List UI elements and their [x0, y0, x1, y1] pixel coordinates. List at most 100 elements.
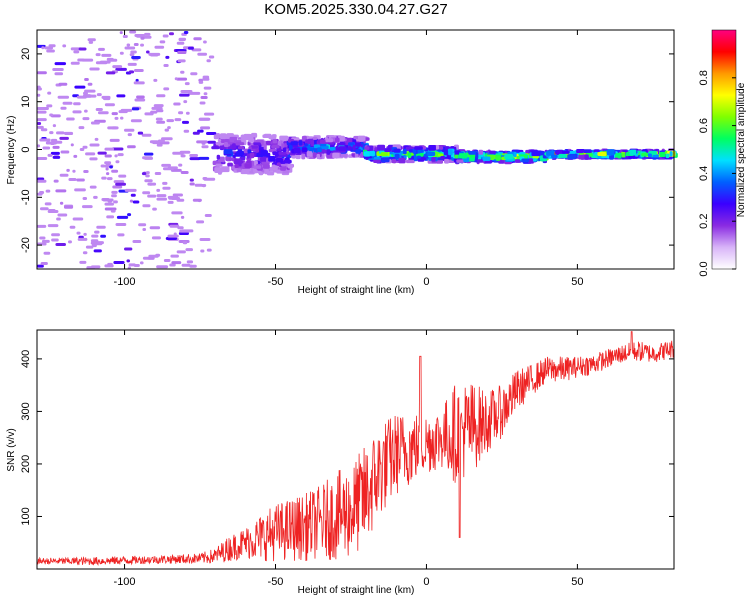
spectrogram-cells — [37, 30, 678, 270]
spectrogram-cell — [76, 231, 81, 235]
spectrogram-cell — [50, 138, 58, 142]
spectrogram-cell — [128, 263, 136, 267]
spectrogram-cell — [109, 138, 120, 142]
spectrogram-cell — [119, 51, 124, 55]
colorbar: 0.0 0.2 0.4 0.6 0.8 Normalized spectral ampl… — [698, 29, 747, 277]
spectrogram-cell — [247, 149, 252, 154]
spectrogram-cell — [49, 113, 54, 117]
spectrogram-cell — [77, 58, 85, 62]
spectrogram-cell — [576, 149, 584, 154]
spectrogram-cell — [37, 107, 49, 111]
spectrogram-cell — [126, 145, 136, 149]
spectrogram-cell — [295, 154, 301, 160]
spectrogram-cell — [435, 144, 440, 150]
spectrogram-cell — [277, 140, 282, 147]
spectrogram-cell — [145, 50, 150, 54]
spectrogram-cell — [82, 117, 90, 121]
spectrogram-cell — [193, 37, 202, 41]
spectrogram-cell — [107, 262, 113, 266]
spectrogram-cell — [37, 118, 47, 122]
spectrogram-cell — [37, 224, 47, 228]
spectrogram-cell — [398, 157, 406, 164]
spectrogram-cell — [482, 156, 491, 161]
spectrogram-cell — [90, 239, 99, 243]
snr-series-line — [36, 331, 675, 567]
spectrogram-cell — [250, 145, 259, 149]
spectrogram-cell — [37, 71, 47, 75]
spectrogram-cell — [344, 137, 353, 144]
spectrogram-cell — [141, 172, 147, 176]
spectrogram-cell — [85, 245, 94, 249]
spectrogram-cell — [156, 109, 164, 113]
spectrogram-cell — [280, 166, 287, 171]
spectrogram-cell — [244, 163, 252, 168]
spectrogram-y-label: Frequency (Hz) — [6, 116, 17, 185]
chart-title: KOM5.2025.330.04.27.G27 — [264, 1, 447, 18]
spectrogram-cell — [115, 67, 127, 71]
spectrogram-cell — [136, 95, 145, 99]
colorbar-tick-label: 0.4 — [698, 166, 710, 181]
spectrogram-cell — [47, 224, 59, 228]
spectrogram-cell — [45, 141, 57, 145]
spectrogram-cell — [101, 176, 107, 180]
spectrogram-cell — [96, 241, 104, 245]
spectrogram-cell — [124, 188, 137, 192]
spectrogram-cell — [181, 120, 190, 124]
spectrogram-cell — [137, 131, 144, 135]
spectrogram-cell — [332, 152, 340, 159]
spectrogram-cell — [37, 264, 44, 268]
spectrogram-ytick-label: -10 — [20, 189, 32, 205]
spectrogram-cell — [79, 260, 87, 264]
spectrogram-cell — [185, 248, 193, 252]
spectrogram-cell — [223, 141, 229, 148]
spectrogram-cell — [111, 147, 124, 151]
spectrogram-cell — [156, 120, 166, 124]
spectrogram-cell — [316, 147, 322, 153]
spectrogram-cell — [84, 89, 96, 93]
spectrogram-cell — [393, 148, 401, 153]
spectrogram-cell — [354, 152, 359, 158]
spectrogram-cell — [106, 215, 115, 219]
spectrogram-cell — [46, 49, 55, 53]
spectrogram-cell — [162, 186, 171, 190]
spectrogram-cell — [37, 122, 42, 126]
spectrogram-cell — [325, 138, 334, 143]
spectrogram-cell — [407, 152, 412, 159]
spectrogram-cell — [119, 31, 123, 35]
spectrogram-cell — [263, 144, 267, 150]
spectrogram-cell — [326, 149, 331, 155]
spectrogram-cell — [546, 150, 555, 156]
spectrogram-cell — [105, 71, 116, 75]
spectrogram-cell — [78, 126, 85, 130]
spectrogram-cell — [118, 110, 128, 114]
spectrogram-cell — [68, 240, 72, 244]
snr-ticks: -100 -50 0 50 100 200 300 400 — [20, 330, 674, 588]
spectrogram-cell — [39, 236, 46, 240]
spectrogram-cell — [115, 182, 126, 186]
spectrogram-cell — [377, 144, 386, 151]
spectrogram-cell — [153, 78, 158, 82]
spectrogram-cell — [448, 149, 453, 156]
spectrogram-cell — [206, 131, 217, 135]
snr-xtick-label: 0 — [423, 576, 429, 588]
spectrogram-cell — [148, 52, 161, 56]
spectrogram-cell — [319, 139, 328, 144]
spectrogram-cell — [180, 154, 186, 158]
spectrogram-cell — [131, 55, 141, 59]
spectrogram-cell — [168, 32, 174, 36]
spectrogram-cell — [47, 153, 53, 157]
spectrogram-cell — [198, 156, 210, 160]
spectrogram-cell — [310, 140, 315, 147]
spectrogram-cell — [115, 222, 127, 226]
spectrogram-cell — [157, 139, 165, 143]
spectrogram-cell — [235, 142, 245, 146]
spectrogram-cell — [73, 50, 80, 54]
spectrogram-cell — [72, 217, 84, 221]
spectrogram-cell — [147, 256, 155, 260]
spectrogram-cell — [489, 150, 497, 154]
spectrogram-cell — [521, 158, 530, 163]
spectrogram-cell — [179, 150, 191, 154]
spectrogram-cell — [335, 137, 340, 143]
spectrogram-cell — [273, 165, 278, 171]
